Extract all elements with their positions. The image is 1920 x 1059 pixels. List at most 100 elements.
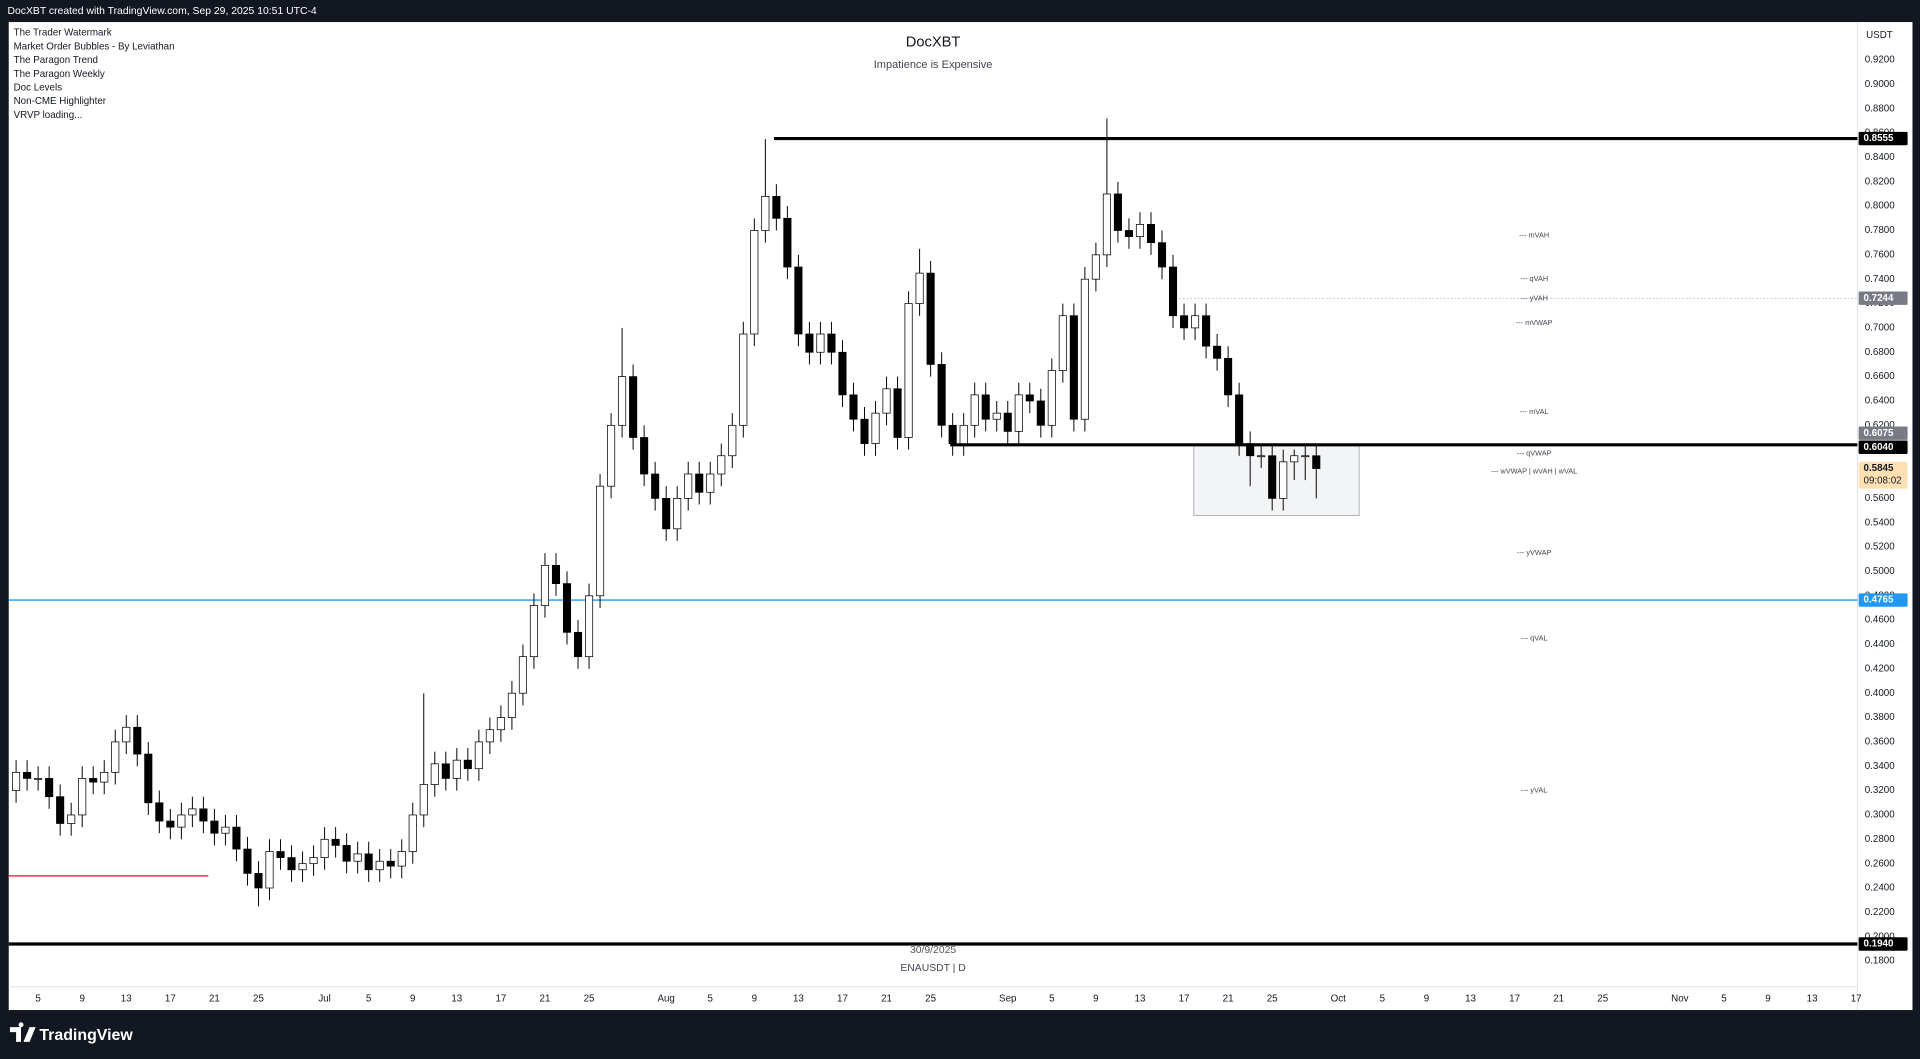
y-tick-label: 0.2400 (1865, 883, 1895, 894)
y-tick-label: 0.4400 (1865, 639, 1895, 650)
candle-body (1290, 455, 1299, 463)
x-tick-label: 13 (121, 994, 132, 1005)
x-tick-label: Oct (1331, 994, 1346, 1005)
candle-body (221, 826, 230, 834)
candle-body (155, 802, 164, 822)
candle-body (882, 388, 891, 414)
candle-body (309, 857, 318, 865)
indicator-name: Non-CME Highlighter (14, 96, 107, 107)
x-tick-label: 5 (1049, 994, 1055, 1005)
indicator-name: Market Order Bubbles - By Leviathan (14, 41, 175, 52)
candle-body (640, 437, 649, 475)
candle-body (838, 351, 847, 396)
candle-body (805, 333, 814, 353)
level-annotation: --- yVAL (1521, 786, 1547, 795)
candle-body (1113, 193, 1122, 231)
y-tick-label: 0.3000 (1865, 810, 1895, 821)
logo-icon (9, 1022, 36, 1042)
candle-body (981, 394, 990, 420)
x-tick-label: 25 (1597, 994, 1608, 1005)
candle-body (56, 796, 65, 824)
level-annotation: --- qVWAP (1517, 448, 1552, 457)
x-tick-label: 21 (209, 994, 220, 1005)
level-annotation: --- wVWAP | wVAH | wVAL (1491, 467, 1577, 476)
candle-body (1268, 455, 1277, 499)
candle-body (629, 376, 638, 438)
y-tick-label: 0.3800 (1865, 712, 1895, 723)
price-label-box (1858, 131, 1908, 146)
candle-body (827, 333, 836, 353)
price-label-box (1858, 291, 1908, 305)
price-label-box (1858, 440, 1908, 454)
tradingview-logo[interactable]: TradingView (9, 1022, 133, 1044)
y-tick-label: 0.3200 (1865, 785, 1895, 796)
y-tick-label: 0.1800 (1865, 956, 1895, 967)
candle-body (728, 424, 737, 457)
candle-body (529, 605, 538, 658)
price-label: 0.6040 (1864, 442, 1894, 453)
candle-body (1080, 278, 1089, 420)
y-tick-label: 0.7000 (1865, 323, 1895, 334)
price-label: 0.6075 (1864, 428, 1894, 439)
x-tick-label: 17 (165, 994, 176, 1005)
candle-body (353, 853, 362, 862)
candle-body (441, 763, 450, 779)
candle-body (34, 778, 43, 780)
candle-body (331, 838, 340, 846)
candle-body (12, 771, 21, 791)
candle-body (78, 778, 87, 816)
candle-body (750, 230, 759, 335)
candle-body (860, 418, 869, 444)
candle-body (89, 778, 98, 783)
candle-body (210, 820, 219, 834)
candle-body (1036, 400, 1045, 426)
x-tick-label: 13 (1135, 994, 1146, 1005)
x-tick-label: 25 (925, 994, 936, 1005)
x-tick-label: 17 (1509, 994, 1520, 1005)
x-tick-label: 25 (1267, 994, 1278, 1005)
x-tick-label: 17 (837, 994, 848, 1005)
candle-body (1003, 412, 1012, 432)
x-tick-label: Sep (999, 994, 1017, 1005)
x-tick-label: 13 (793, 994, 804, 1005)
candle-body (1213, 345, 1222, 359)
x-tick-label: 5 (1721, 994, 1727, 1005)
currency-label[interactable]: USDT (1866, 30, 1893, 41)
x-tick-label: 13 (1807, 994, 1818, 1005)
price-label-box (1858, 426, 1908, 440)
price-label-box (1858, 461, 1908, 489)
y-tick-label: 0.2600 (1865, 858, 1895, 869)
candle-body (551, 564, 561, 584)
candle-body (452, 759, 461, 779)
x-tick-label: 17 (1851, 994, 1862, 1005)
x-tick-label: 21 (540, 994, 551, 1005)
candle-body (1025, 394, 1034, 402)
y-tick-label: 0.2800 (1865, 834, 1895, 845)
candle-body (1135, 224, 1145, 237)
candle-body (783, 217, 792, 268)
candle-body (496, 717, 505, 731)
candle-body (1058, 315, 1067, 371)
candle-body (1224, 357, 1233, 396)
candle-body (706, 473, 715, 493)
candle-body (166, 820, 175, 828)
x-tick-label: Aug (657, 994, 674, 1005)
x-tick-label: Nov (1671, 994, 1689, 1005)
candle-body (893, 388, 902, 438)
chart-subtitle: Impatience is Expensive (874, 59, 993, 71)
x-tick-label: 9 (1424, 994, 1429, 1005)
price-label-box (1858, 937, 1908, 951)
candle-body (1124, 230, 1133, 237)
candle-body (573, 631, 583, 658)
x-tick-label: 13 (451, 994, 462, 1005)
x-tick-label: 9 (79, 994, 84, 1005)
candle-body (1191, 315, 1200, 329)
y-tick-label: 0.2200 (1865, 907, 1895, 918)
x-tick-label: 25 (253, 994, 264, 1005)
symbol-label: ENAUSDT | D (900, 963, 965, 974)
candle-body (562, 583, 572, 633)
level-annotation: --- qVAL (1521, 633, 1548, 642)
candle-body (375, 860, 384, 871)
